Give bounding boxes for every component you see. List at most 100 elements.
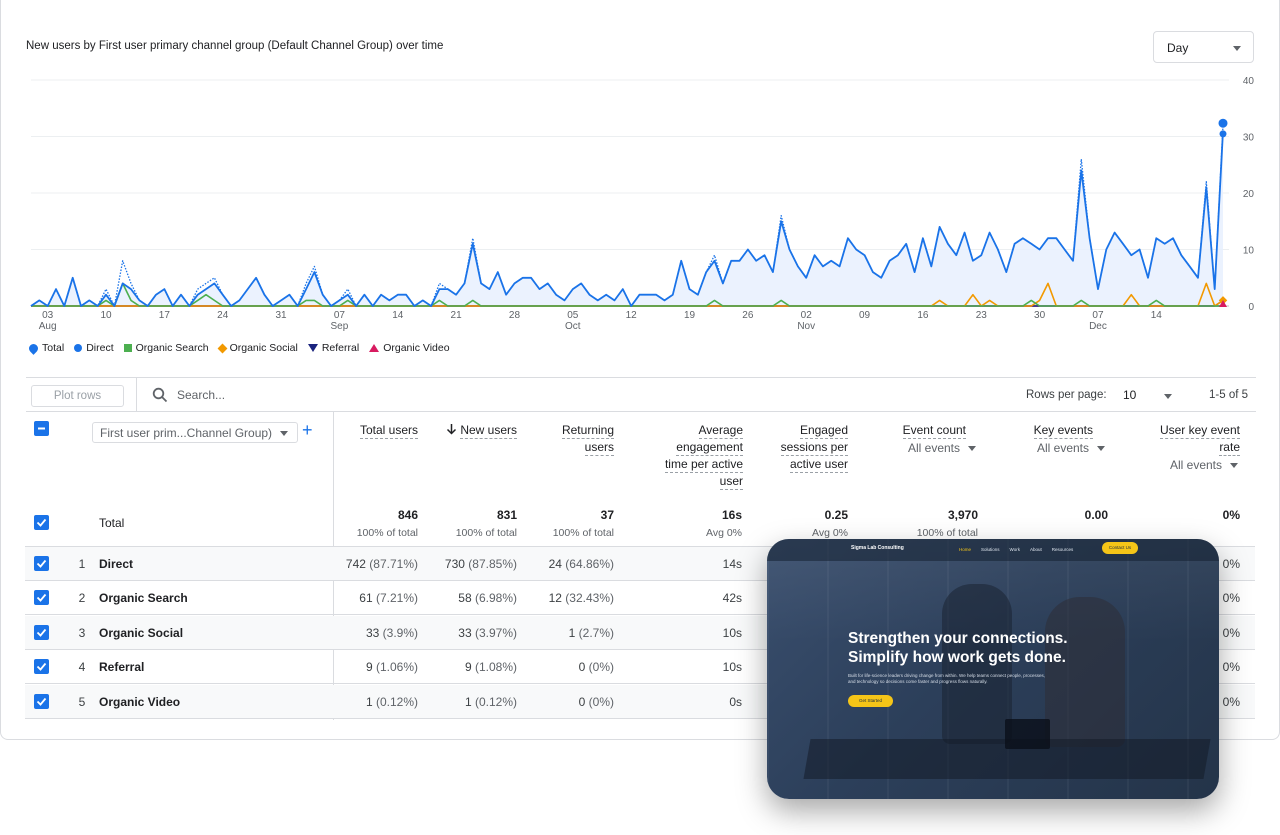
col-header-total-users[interactable]: Total users bbox=[318, 422, 418, 439]
user-key-event-rate-cell: 0% bbox=[1222, 660, 1240, 674]
cell-pct: (1.06%) bbox=[375, 660, 418, 674]
cell-value: 730 bbox=[444, 557, 465, 571]
x-tick-month: Aug bbox=[39, 321, 57, 332]
col-header-label: Event count bbox=[902, 423, 966, 439]
dimension-select-value: First user prim...Channel Group) bbox=[100, 426, 273, 440]
cell-pct: (0.12%) bbox=[375, 695, 418, 709]
event-count-filter[interactable]: All events bbox=[876, 441, 976, 455]
legend-label: Direct bbox=[86, 342, 114, 354]
total-sub: 100% of total bbox=[552, 527, 614, 539]
chevron-down-icon bbox=[1230, 463, 1238, 469]
sort-down-arrow-icon bbox=[447, 424, 457, 435]
x-tick-month: Oct bbox=[565, 321, 581, 332]
user-key-event-rate-cell: 0% bbox=[1222, 591, 1240, 605]
x-tick-month: Sep bbox=[331, 321, 349, 332]
triangle-up-icon bbox=[369, 344, 380, 352]
website-nav-links: Home Solutions Work About Resources bbox=[959, 547, 1073, 552]
rows-per-page-label: Rows per page: bbox=[1026, 389, 1107, 401]
cell-pct: (87.71%) bbox=[369, 557, 418, 571]
check-icon bbox=[36, 518, 47, 527]
col-header-label: Total users bbox=[359, 423, 418, 439]
row-checkbox[interactable] bbox=[34, 556, 49, 571]
total-value: 37 bbox=[600, 508, 614, 522]
legend-item[interactable]: Referral bbox=[307, 342, 359, 354]
col-header-new-users[interactable]: New users bbox=[427, 422, 517, 439]
legend-item[interactable]: Total bbox=[27, 341, 64, 355]
x-tick-label: 07 bbox=[334, 310, 346, 321]
x-tick-label: 26 bbox=[742, 310, 754, 321]
channel-name[interactable]: Organic Search bbox=[99, 591, 188, 605]
nav-link: Resources bbox=[1051, 547, 1074, 552]
returning-users-cell: 0 (0%) bbox=[494, 660, 614, 674]
user-key-event-rate-filter[interactable]: All events bbox=[1138, 458, 1238, 472]
row-index: 5 bbox=[78, 695, 86, 709]
channel-name[interactable]: Referral bbox=[99, 660, 145, 674]
total-users-cell: 33 (3.9%) bbox=[298, 626, 418, 640]
row-checkbox[interactable] bbox=[34, 590, 49, 605]
search-icon[interactable] bbox=[152, 387, 168, 403]
total-value: 0.00 bbox=[1084, 508, 1108, 522]
cell-value: 1 bbox=[365, 695, 373, 709]
cell-pct: (87.85%) bbox=[468, 557, 517, 571]
check-icon bbox=[36, 559, 47, 568]
table-row[interactable]: 4 Referral 9 (1.06%) 9 (1.08%) 0 (0%) 10s 0% bbox=[25, 650, 1255, 684]
dimension-select[interactable]: First user prim...Channel Group) bbox=[92, 422, 298, 443]
channel-name[interactable]: Direct bbox=[99, 557, 134, 571]
col-header-label: Key events bbox=[1033, 423, 1093, 439]
period-select[interactable]: Day bbox=[1153, 31, 1254, 63]
legend-item[interactable]: Direct bbox=[74, 342, 114, 354]
pagination-range: 1-5 of 5 bbox=[1209, 389, 1248, 401]
avg-engagement-cell: 10s bbox=[722, 660, 742, 674]
legend-item[interactable]: Organic Search bbox=[123, 342, 209, 354]
row-checkbox[interactable] bbox=[34, 694, 49, 709]
row-checkbox[interactable] bbox=[34, 625, 49, 640]
chart-legend: Total Direct Organic Search Organic Social R… bbox=[27, 341, 450, 355]
triangle-down-icon bbox=[307, 344, 318, 352]
key-events-filter[interactable]: All events bbox=[1005, 441, 1105, 455]
monitor-shape bbox=[1005, 719, 1050, 749]
row-checkbox[interactable] bbox=[34, 659, 49, 674]
filter-label: All events bbox=[1169, 458, 1222, 472]
cell-pct: (32.43%) bbox=[565, 591, 614, 605]
search-input[interactable]: Search... bbox=[177, 388, 226, 402]
cell-value: 61 bbox=[359, 591, 373, 605]
cell-pct: (64.86%) bbox=[565, 557, 614, 571]
table-row[interactable]: 2 Organic Search 61 (7.21%) 58 (6.98%) 12 (3… bbox=[25, 581, 1255, 615]
chevron-down-icon[interactable] bbox=[1164, 394, 1172, 399]
direct-area bbox=[31, 130, 1223, 306]
totals-checkbox[interactable] bbox=[34, 515, 49, 530]
legend-item[interactable]: Organic Social bbox=[217, 342, 298, 354]
total-sub: 100% of total bbox=[455, 527, 517, 539]
col-header-avg-engagement[interactable]: Average engagement time per active user bbox=[655, 422, 743, 490]
x-tick-label: 21 bbox=[451, 310, 463, 321]
x-tick-label: 02 bbox=[801, 310, 813, 321]
x-tick-label: 24 bbox=[217, 310, 229, 321]
total-value: 0.25 bbox=[824, 508, 848, 522]
legend-item[interactable]: Organic Video bbox=[369, 342, 450, 354]
col-header-label: Engaged sessions per active user bbox=[780, 423, 848, 473]
row-index: 3 bbox=[78, 626, 86, 640]
add-dimension-icon[interactable]: + bbox=[302, 420, 313, 440]
check-icon bbox=[36, 628, 47, 637]
rows-per-page-select[interactable]: 10 bbox=[1123, 388, 1137, 402]
col-header-key-events[interactable]: Key events bbox=[993, 422, 1093, 439]
select-all-checkbox[interactable] bbox=[34, 421, 49, 436]
cell-pct: (7.21%) bbox=[375, 591, 418, 605]
channel-name[interactable]: Organic Social bbox=[99, 626, 184, 640]
chevron-down-icon bbox=[1097, 446, 1105, 452]
toolbar-divider bbox=[136, 378, 137, 412]
cell-value: 9 bbox=[365, 660, 373, 674]
col-header-event-count[interactable]: Event count bbox=[866, 422, 966, 439]
legend-label: Organic Search bbox=[135, 342, 209, 354]
col-header-user-key-event-rate[interactable]: User key event rate bbox=[1150, 422, 1240, 456]
col-header-engaged-sessions[interactable]: Engaged sessions per active user bbox=[770, 422, 848, 473]
col-header-returning-users[interactable]: Returning users bbox=[534, 422, 614, 456]
check-icon bbox=[36, 697, 47, 706]
headline-line: Strengthen your connections. bbox=[848, 630, 1068, 647]
channel-name[interactable]: Organic Video bbox=[99, 695, 181, 709]
website-logo: Sigma Lab Consulting bbox=[851, 545, 904, 551]
legend-label: Organic Video bbox=[383, 342, 450, 354]
plot-rows-button[interactable]: Plot rows bbox=[31, 385, 124, 407]
row-index: 4 bbox=[78, 660, 86, 674]
